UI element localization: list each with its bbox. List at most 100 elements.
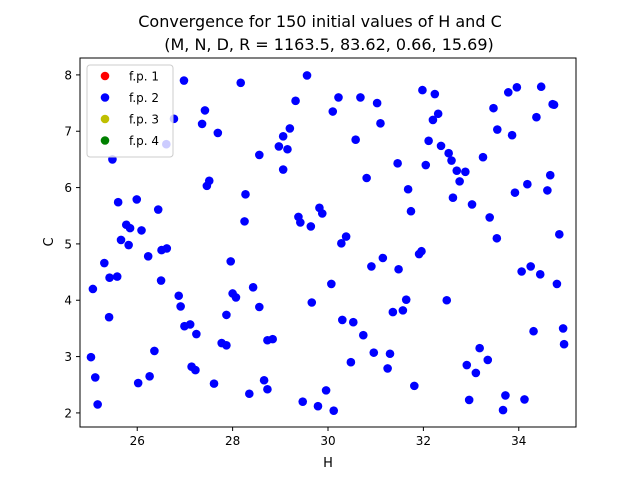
legend-label: f.p. 4 <box>129 134 159 148</box>
data-point <box>485 213 494 222</box>
data-point <box>452 166 462 175</box>
data-point <box>125 223 135 233</box>
data-point <box>88 284 98 294</box>
legend-label: f.p. 2 <box>129 91 159 105</box>
data-point <box>517 267 526 276</box>
data-point <box>231 293 241 302</box>
data-point <box>291 96 300 106</box>
data-point <box>204 176 214 186</box>
data-point <box>512 82 522 92</box>
data-point <box>455 177 464 186</box>
data-point <box>176 302 185 311</box>
x-tick-label: 32 <box>416 434 431 448</box>
data-point <box>367 262 376 271</box>
data-point <box>510 188 520 197</box>
data-point <box>348 317 358 327</box>
plot-area <box>86 71 569 415</box>
data-point <box>523 179 532 189</box>
data-point <box>132 195 142 204</box>
data-point <box>398 306 408 315</box>
data-point <box>133 378 143 388</box>
data-point <box>259 375 269 385</box>
data-point <box>418 85 427 95</box>
data-point <box>378 253 388 263</box>
y-tick-label: 2 <box>64 406 72 420</box>
data-point <box>526 262 535 271</box>
data-point <box>536 82 546 92</box>
chart-subtitle: (M, N, D, R = 1163.5, 83.62, 0.66, 15.69… <box>164 35 494 54</box>
data-point <box>436 141 446 151</box>
data-point <box>200 106 210 115</box>
data-point <box>559 339 569 349</box>
data-point <box>346 357 356 367</box>
data-point <box>503 88 513 97</box>
data-point <box>321 386 331 395</box>
data-point <box>535 270 545 279</box>
x-tick-label: 28 <box>225 434 240 448</box>
data-point <box>245 389 254 399</box>
data-point <box>362 173 371 183</box>
data-point <box>197 119 207 129</box>
data-point <box>498 405 508 415</box>
data-point <box>545 170 555 180</box>
data-point <box>383 364 392 373</box>
data-point <box>179 76 189 85</box>
data-point <box>222 310 231 320</box>
data-point <box>329 406 339 415</box>
data-point <box>471 368 481 378</box>
data-point <box>192 329 201 339</box>
data-point <box>116 235 126 245</box>
data-point <box>185 320 195 329</box>
data-point <box>376 119 385 128</box>
data-point <box>529 326 538 336</box>
data-point <box>351 135 360 144</box>
data-point <box>296 218 305 227</box>
data-point <box>156 276 166 285</box>
data-point <box>307 298 317 307</box>
data-point <box>444 148 453 158</box>
data-point <box>428 115 438 125</box>
data-point <box>442 295 452 305</box>
data-point <box>191 365 200 375</box>
data-point <box>283 144 292 154</box>
data-point <box>241 190 250 199</box>
data-point <box>532 112 541 122</box>
data-point <box>255 150 264 160</box>
data-point <box>86 352 96 362</box>
data-point <box>268 334 277 344</box>
data-point <box>520 395 529 404</box>
x-tick-label: 30 <box>320 434 335 448</box>
x-tick-label: 26 <box>130 434 145 448</box>
data-point <box>337 239 346 248</box>
data-point <box>492 233 502 243</box>
data-point <box>298 397 308 406</box>
y-tick-label: 7 <box>64 125 72 139</box>
legend-marker <box>100 71 110 81</box>
data-point <box>447 156 456 165</box>
data-point <box>313 401 323 411</box>
data-point <box>406 206 416 216</box>
data-point <box>137 226 146 235</box>
data-point <box>248 282 258 292</box>
data-point <box>385 349 395 359</box>
data-point <box>222 341 231 350</box>
data-point <box>100 258 109 268</box>
data-point <box>255 302 264 312</box>
data-point <box>388 307 398 317</box>
data-point <box>236 78 246 88</box>
data-point <box>327 279 336 289</box>
data-point <box>493 125 502 134</box>
data-point <box>112 272 122 281</box>
data-point <box>417 246 426 256</box>
data-point <box>393 159 402 168</box>
legend-marker <box>100 114 110 124</box>
data-point <box>424 136 433 146</box>
data-point <box>263 384 272 394</box>
data-point <box>105 273 114 283</box>
legend: f.p. 1 f.p. 2 f.p. 3 f.p. 4 <box>86 64 174 158</box>
data-point <box>285 124 295 133</box>
legend-label: f.p. 1 <box>129 70 159 84</box>
data-point <box>162 244 172 253</box>
data-point <box>338 315 347 325</box>
data-point <box>475 343 484 353</box>
